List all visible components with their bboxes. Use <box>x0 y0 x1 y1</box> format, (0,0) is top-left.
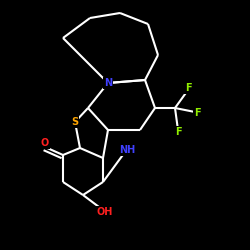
Text: N: N <box>104 78 112 88</box>
Text: F: F <box>194 108 200 118</box>
Text: F: F <box>175 127 181 137</box>
Text: F: F <box>185 83 191 93</box>
Text: NH: NH <box>119 145 135 155</box>
Text: O: O <box>41 138 49 148</box>
Text: S: S <box>72 117 78 127</box>
Text: OH: OH <box>97 207 113 217</box>
